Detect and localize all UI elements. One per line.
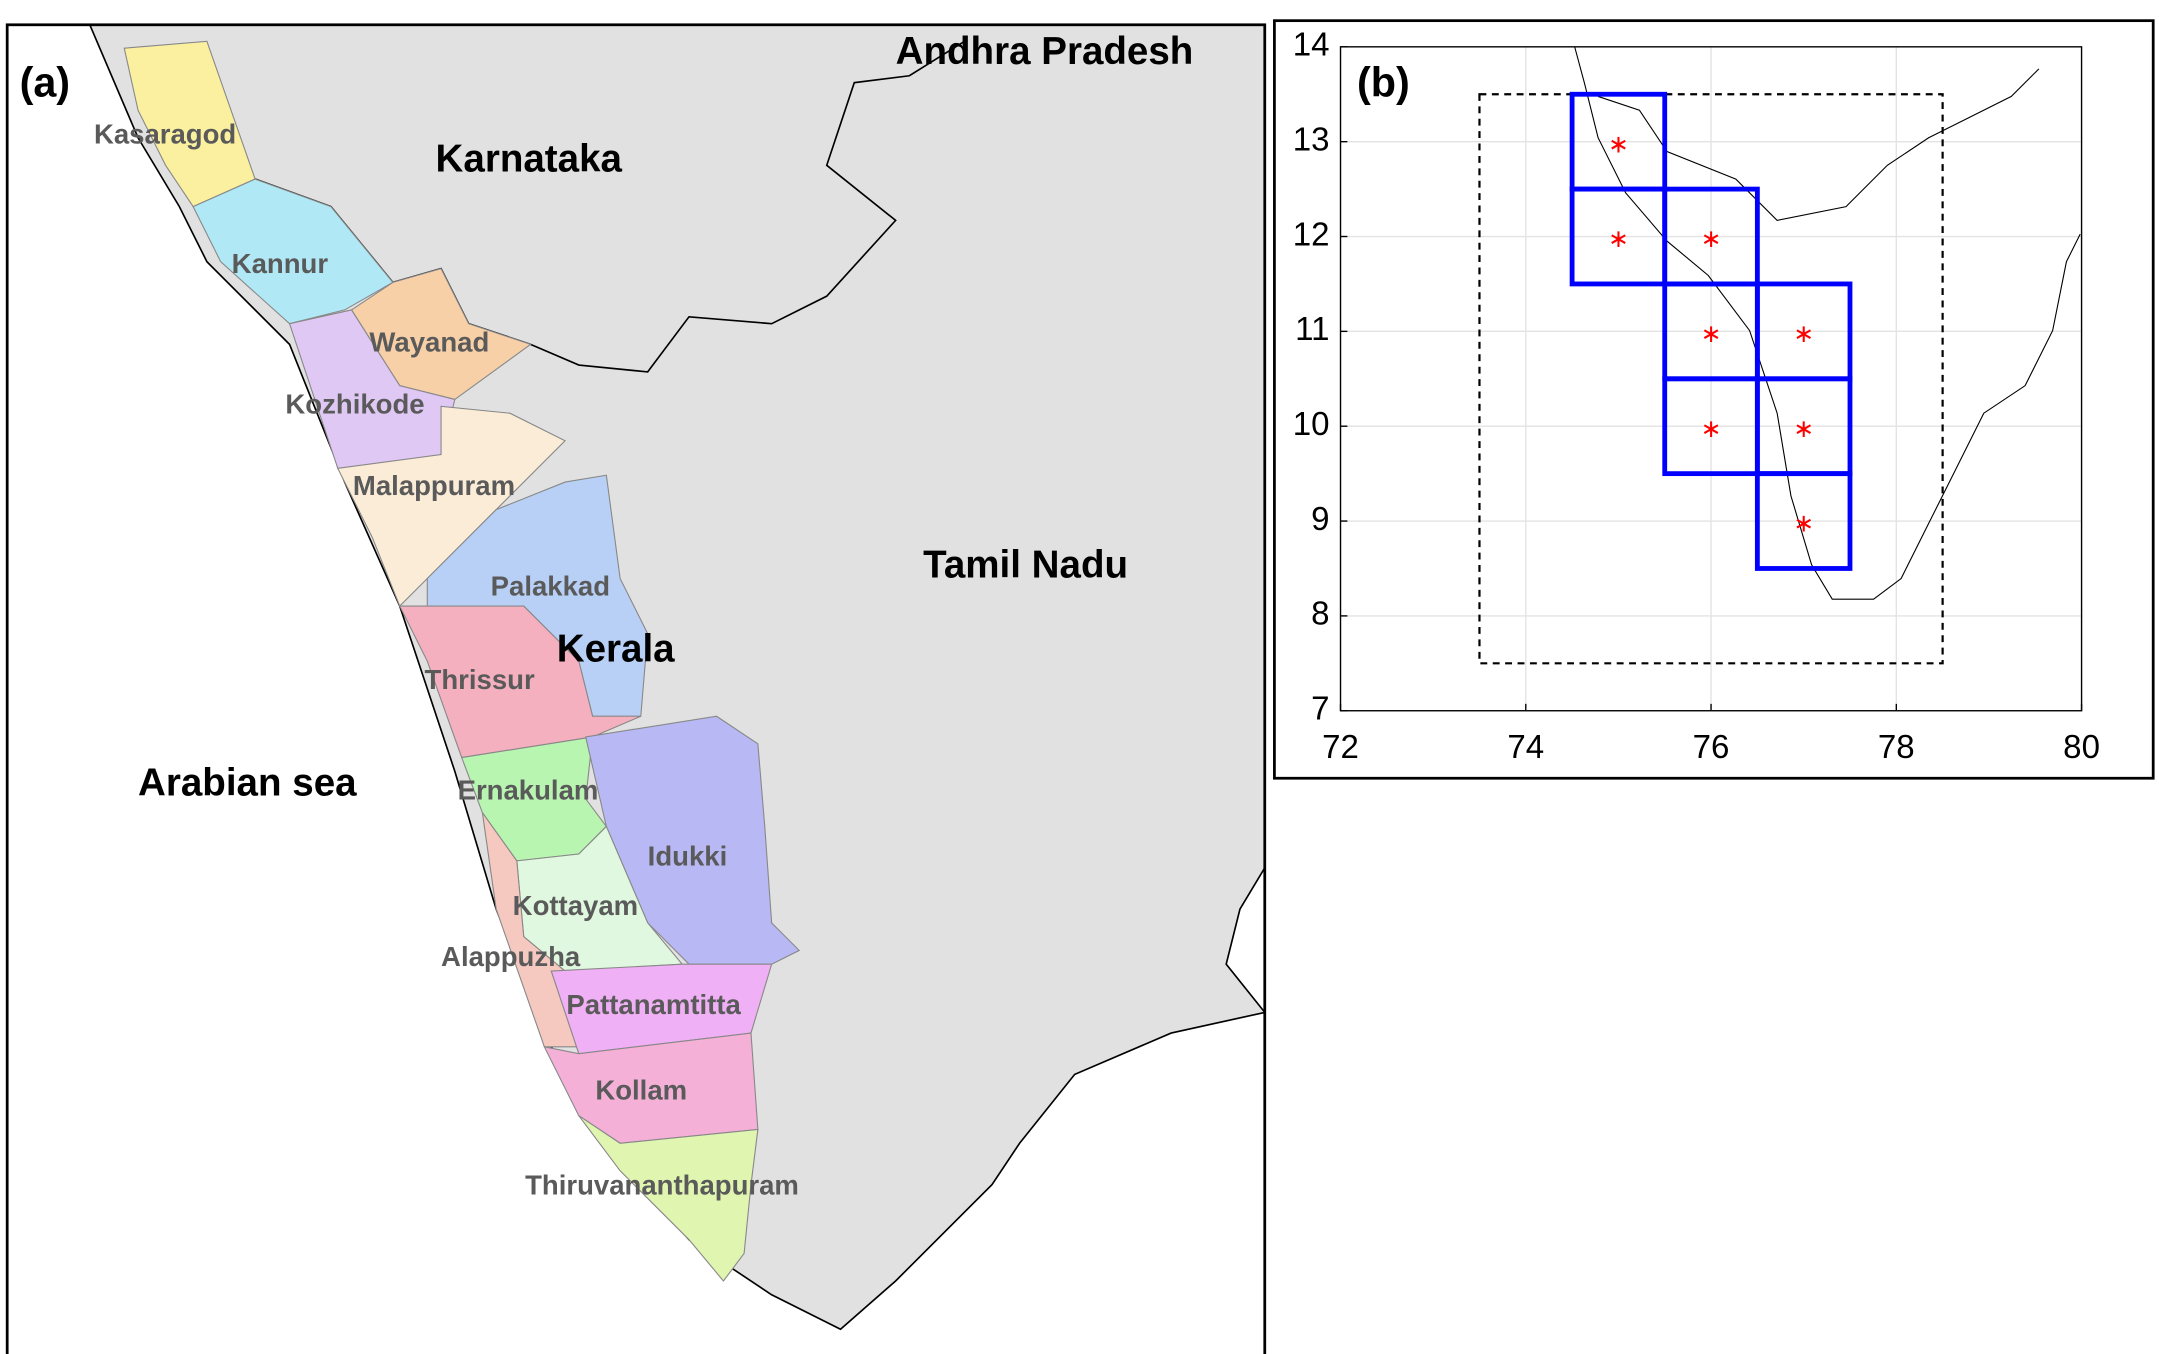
point-marker: ∗ xyxy=(1608,226,1629,253)
coast xyxy=(1225,867,1266,1013)
district-label: Pattanamtitta xyxy=(566,989,741,1020)
x-tick-label: 80 xyxy=(2063,729,2100,766)
x-tick-label: 78 xyxy=(1878,729,1915,766)
y-tick-label: 14 xyxy=(1293,27,1330,64)
x-tick-label: 72 xyxy=(1322,729,1359,766)
district-label: Alappuzha xyxy=(441,941,581,972)
y-tick-label: 13 xyxy=(1293,121,1330,158)
district-label: Palakkad xyxy=(491,570,610,601)
district-label: Kozhikode xyxy=(285,389,424,420)
point-marker: ∗ xyxy=(1701,321,1722,348)
point-marker: ∗ xyxy=(1793,511,1814,538)
district xyxy=(550,963,773,1055)
district xyxy=(192,178,394,325)
domain-box xyxy=(1478,93,1944,665)
district-label: Ernakulam xyxy=(458,774,599,805)
state-border xyxy=(1597,68,2040,221)
district-label: Kottayam xyxy=(513,890,638,921)
panel-label: (a) xyxy=(20,59,71,105)
plot-frame xyxy=(1339,46,2083,712)
point-marker: ∗ xyxy=(1701,416,1722,443)
y-tick-label: 11 xyxy=(1295,311,1329,348)
point-marker: ∗ xyxy=(1793,416,1814,443)
grid-box xyxy=(1754,471,1853,571)
state-label: Tamil Nadu xyxy=(923,544,1128,587)
state-label: Kerala xyxy=(557,628,675,671)
district-label: Kollam xyxy=(595,1075,687,1106)
district-label: Malappuram xyxy=(353,470,515,501)
state-label: Arabian sea xyxy=(138,761,357,804)
state-label: Karnataka xyxy=(436,137,623,180)
district xyxy=(578,1115,759,1282)
panel-frame xyxy=(5,23,1267,1354)
panel-label: (b) xyxy=(1357,59,1410,105)
district-label: Kasaragod xyxy=(94,119,236,150)
point-marker: ∗ xyxy=(1701,226,1722,253)
district xyxy=(336,405,566,608)
district-label: Kannur xyxy=(232,248,329,279)
y-tick-label: 8 xyxy=(1311,596,1329,633)
district-label: Idukki xyxy=(648,840,728,871)
y-tick-label: 10 xyxy=(1293,406,1330,443)
state-label: Andhra Pradesh xyxy=(896,30,1194,73)
y-tick-label: 9 xyxy=(1311,501,1329,538)
point-marker: ∗ xyxy=(1608,131,1629,158)
point-marker: ∗ xyxy=(1793,321,1814,348)
y-tick-label: 12 xyxy=(1293,216,1330,253)
x-tick-label: 76 xyxy=(1693,729,1730,766)
x-tick-label: 74 xyxy=(1507,729,1544,766)
district-label: Thiruvananthapuram xyxy=(525,1170,799,1201)
panel-a: (a) Andhra Pradesh Karnataka Tamil Nadu … xyxy=(5,23,1267,1354)
district-label: Wayanad xyxy=(369,327,489,358)
district-label: Thrissur xyxy=(425,664,535,695)
district xyxy=(398,605,642,759)
y-tick-label: 7 xyxy=(1311,690,1329,727)
coastline xyxy=(1574,46,2081,600)
